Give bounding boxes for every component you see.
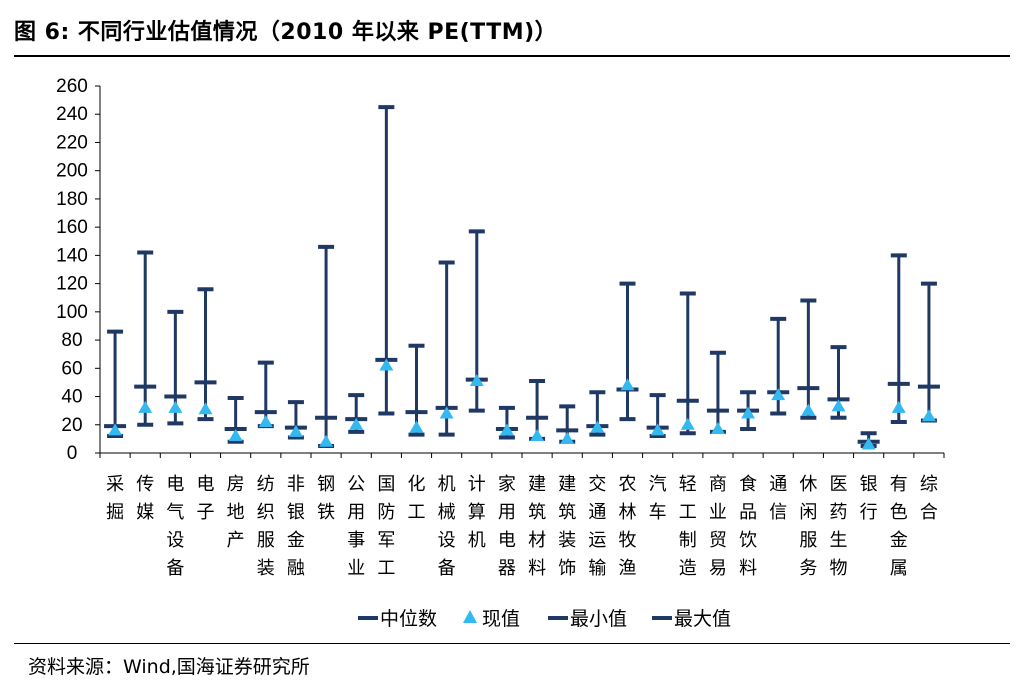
y-tick-label: 160 <box>56 217 88 238</box>
page-title: 图 6: 不同行业估值情况（2010 年以来 PE(TTM)） <box>14 20 558 45</box>
y-tick-label: 180 <box>56 189 88 210</box>
current-value-marker <box>741 406 756 419</box>
current-value-marker <box>198 402 213 415</box>
category-labels: 采掘传媒电气设备电子房地产纺织服装非银金融钢铁公用事业国防军工化工机械设备计算机… <box>106 474 938 579</box>
category-label: 电气设备 <box>166 474 184 579</box>
current-value-marker <box>831 399 846 412</box>
current-value-marker <box>499 423 514 436</box>
current-value-marker <box>710 422 725 435</box>
category-label: 汽车 <box>649 474 667 523</box>
legend-current-marker <box>463 610 477 623</box>
category-label: 交通运输 <box>588 474 606 579</box>
legend-label: 最大值 <box>674 608 731 630</box>
y-tick-label: 260 <box>56 76 88 97</box>
category-label: 通信 <box>769 474 787 523</box>
current-value-marker <box>650 423 665 436</box>
current-value-marker <box>530 429 545 442</box>
current-value-marker <box>319 434 334 447</box>
category-label: 商业贸易 <box>709 474 727 579</box>
category-label: 食品饮料 <box>739 474 757 579</box>
category-label: 轻工制造 <box>679 474 697 579</box>
legend: 中位数 现值 最小值 最大值 <box>358 608 731 630</box>
category-label: 有色金属 <box>890 474 908 579</box>
category-label: 医药生物 <box>830 474 848 579</box>
current-value-marker <box>108 423 123 436</box>
y-tick-label: 100 <box>56 302 88 323</box>
chart-marks <box>104 105 940 450</box>
current-value-marker <box>891 400 906 413</box>
y-tick-label: 140 <box>56 245 88 266</box>
source-note: 资料来源：Wind,国海证券研究所 <box>28 656 310 678</box>
footer-divider <box>14 643 1010 644</box>
legend-label: 中位数 <box>380 608 437 630</box>
category-label: 建筑材料 <box>528 474 546 579</box>
current-value-marker <box>801 403 816 416</box>
category-label: 国防军工 <box>377 474 395 579</box>
y-tick-label: 0 <box>67 443 78 464</box>
legend-label: 最小值 <box>570 608 627 630</box>
current-value-marker <box>590 420 605 433</box>
current-value-marker <box>861 437 876 450</box>
category-label: 银行 <box>860 474 878 523</box>
category-label: 非银金融 <box>287 474 305 579</box>
category-label: 农林牧渔 <box>619 474 637 579</box>
category-label: 电子 <box>197 474 215 523</box>
category-label: 家用电器 <box>498 474 516 579</box>
current-value-marker <box>168 400 183 413</box>
category-label: 传媒 <box>136 474 154 523</box>
y-tick-label: 240 <box>56 104 88 125</box>
x-axis <box>99 452 945 458</box>
category-label: 纺织服装 <box>257 474 275 579</box>
category-label: 采掘 <box>106 474 124 523</box>
category-label: 机械设备 <box>438 474 456 579</box>
current-value-marker <box>138 400 153 413</box>
current-value-marker <box>228 429 243 442</box>
current-value-marker <box>680 417 695 430</box>
category-label: 房地产 <box>227 474 245 551</box>
y-tick-label: 40 <box>61 387 82 408</box>
category-label: 计算机 <box>468 474 486 551</box>
y-axis: 0 20 40 60 80 100 120 140 160 180 200 220 240 260 <box>56 76 101 464</box>
current-value-marker <box>469 374 484 387</box>
y-tick-label: 200 <box>56 161 88 182</box>
legend-label: 现值 <box>482 608 520 630</box>
category-label: 公用事业 <box>347 474 365 579</box>
current-value-marker <box>409 420 424 433</box>
current-value-marker <box>620 378 635 391</box>
y-tick-label: 220 <box>56 132 88 153</box>
category-label: 化工 <box>408 474 426 523</box>
y-tick-label: 60 <box>61 358 82 379</box>
current-value-marker <box>439 406 454 419</box>
y-tick-label: 20 <box>61 415 82 436</box>
current-value-marker <box>379 358 394 371</box>
category-label: 综合 <box>920 474 938 523</box>
current-value-marker <box>560 431 575 444</box>
category-label: 钢铁 <box>317 474 335 523</box>
y-tick-label: 120 <box>56 274 88 295</box>
y-tick-label: 80 <box>61 330 82 351</box>
current-value-marker <box>349 417 364 430</box>
current-value-marker <box>288 424 303 437</box>
current-value-marker <box>921 409 936 422</box>
current-value-marker <box>258 414 273 427</box>
current-value-marker <box>771 388 786 401</box>
category-label: 休闲服务 <box>799 474 817 579</box>
category-label: 建筑装饰 <box>558 474 576 579</box>
title-divider <box>14 55 1010 57</box>
